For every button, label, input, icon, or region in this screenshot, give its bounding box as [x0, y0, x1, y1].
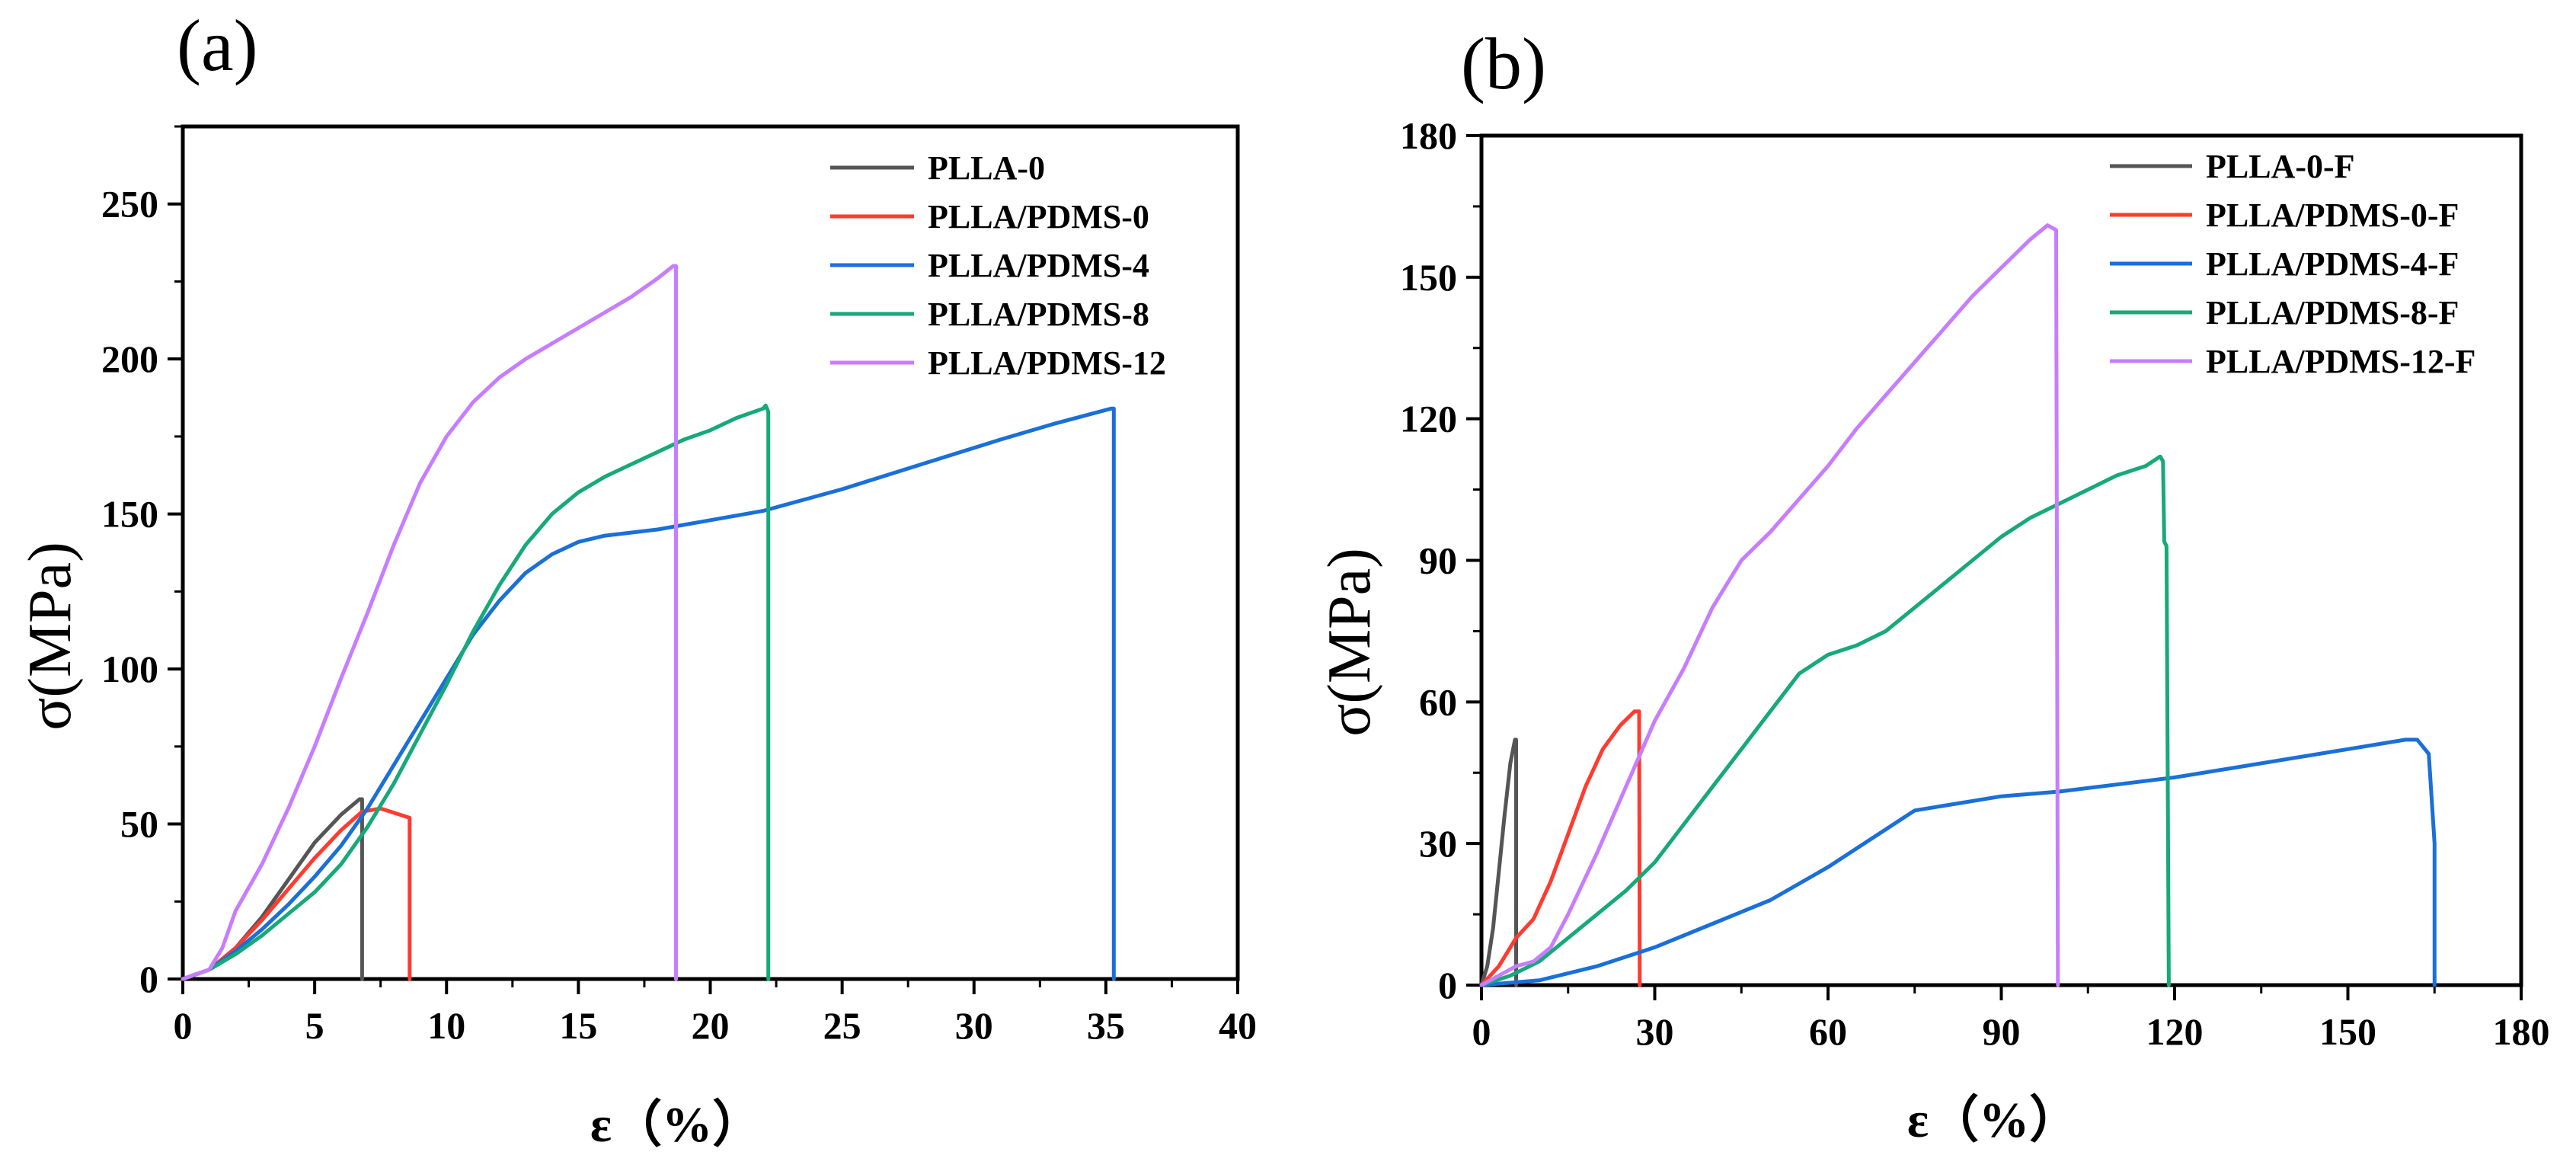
panel-b-y-tick-label: 30 [1419, 822, 1457, 865]
panel-b-y-tick-label: 120 [1400, 398, 1457, 440]
panel-a-x-tick-label: 10 [427, 1004, 465, 1047]
panel-b-x-tick-label: 180 [2493, 1010, 2550, 1053]
panel-a-x-tick-label: 30 [955, 1004, 993, 1047]
panel-a-legend-label: PLLA/PDMS-8 [928, 296, 1149, 333]
panel-a-series-line-1 [181, 797, 364, 981]
panel-b-x-tick-label: 0 [1472, 1010, 1491, 1053]
panel-b-legend-label: PLLA/PDMS-12-F [2206, 343, 2475, 380]
panel-a-x-tick-label: 15 [559, 1004, 597, 1047]
panel-b-x-tick-label: 60 [1809, 1010, 1847, 1053]
panel-b: (b) σ(MPa) ε（%） 0 30 60 90 120 150 180 0 30 60 90 1… [1316, 23, 2550, 1148]
panel-a-legend-label: PLLA/PDMS-12 [928, 344, 1166, 382]
panel-b-x-tick-label: 120 [2146, 1010, 2204, 1053]
panel-b-x-axis-title: ε（%） [1907, 1092, 2079, 1148]
panel-b-series-line-4 [1479, 454, 2171, 987]
panel-a-x-tick-label: 35 [1087, 1004, 1125, 1047]
panel-a-y-tick-label: 200 [101, 338, 158, 380]
panel-a-x-tick-label: 0 [174, 1004, 193, 1047]
panel-a-x-tick-label: 25 [823, 1004, 861, 1047]
panel-b-y-tick-label: 180 [1400, 114, 1457, 157]
panel-b-legend-label: PLLA/PDMS-8-F [2206, 294, 2459, 331]
panel-b-y-tick-label: 90 [1419, 539, 1457, 582]
panel-b-x-tick-label: 30 [1636, 1010, 1674, 1053]
panel-a-x-axis-title: ε（%） [590, 1096, 762, 1153]
panel-b-label: (b) [1461, 23, 1546, 104]
panel-a-x-tick-label: 20 [692, 1004, 730, 1047]
panel-a: (a) σ(MPa) ε（%） 0 5 10 15 20 25 30 35 40 0 50 100 15… [17, 5, 1257, 1153]
panel-b-series-line-1 [1479, 737, 1518, 987]
panel-a-series-line-4 [181, 403, 771, 981]
panel-b-y-tick-label: 150 [1400, 256, 1457, 299]
panel-a-y-tick-label: 250 [101, 183, 158, 226]
panel-b-y-tick-label: 0 [1438, 964, 1457, 1006]
panel-b-series-line-2 [1479, 709, 1642, 987]
panel-a-y-tick-label: 0 [139, 958, 158, 1000]
panel-a-y-tick-label: 150 [101, 493, 158, 536]
panel-a-plot-area: 0 5 10 15 20 25 30 35 40 0 50 100 150 200 250 PLLA-0 PLL… [101, 124, 1257, 1047]
panel-a-legend-label: PLLA/PDMS-0 [928, 198, 1149, 235]
panel-b-series-line-5 [1479, 223, 2060, 987]
panel-b-x-tick-label: 150 [2319, 1010, 2376, 1053]
panel-a-legend-label: PLLA-0 [928, 149, 1045, 187]
panel-b-x-tick-label: 90 [1983, 1010, 2021, 1053]
panel-a-series-line-5 [181, 264, 678, 981]
panel-a-label: (a) [177, 5, 258, 86]
panel-a-x-tick-label: 40 [1219, 1004, 1257, 1047]
panel-b-legend-label: PLLA/PDMS-4-F [2206, 245, 2459, 283]
panel-b-y-tick-label: 60 [1419, 680, 1457, 723]
panel-a-series-line-3 [181, 406, 1116, 981]
panel-b-legend-label: PLLA-0-F [2206, 148, 2355, 185]
panel-a-y-axis-title: σ(MPa) [17, 542, 84, 731]
panel-b-legend-label: PLLA/PDMS-0-F [2206, 197, 2459, 234]
panel-a-x-tick-label: 5 [305, 1004, 324, 1047]
panel-a-y-tick-label: 100 [101, 648, 158, 690]
panel-a-legend-label: PLLA/PDMS-4 [928, 247, 1149, 284]
panel-a-y-tick-label: 50 [120, 803, 158, 846]
panel-b-series-line-3 [1479, 737, 2437, 987]
panel-b-y-axis-title: σ(MPa) [1316, 548, 1383, 737]
panel-b-plot-area: 0 30 60 90 120 150 180 0 30 60 90 120 150 180 PLLA-0-F… [1400, 114, 2550, 1053]
